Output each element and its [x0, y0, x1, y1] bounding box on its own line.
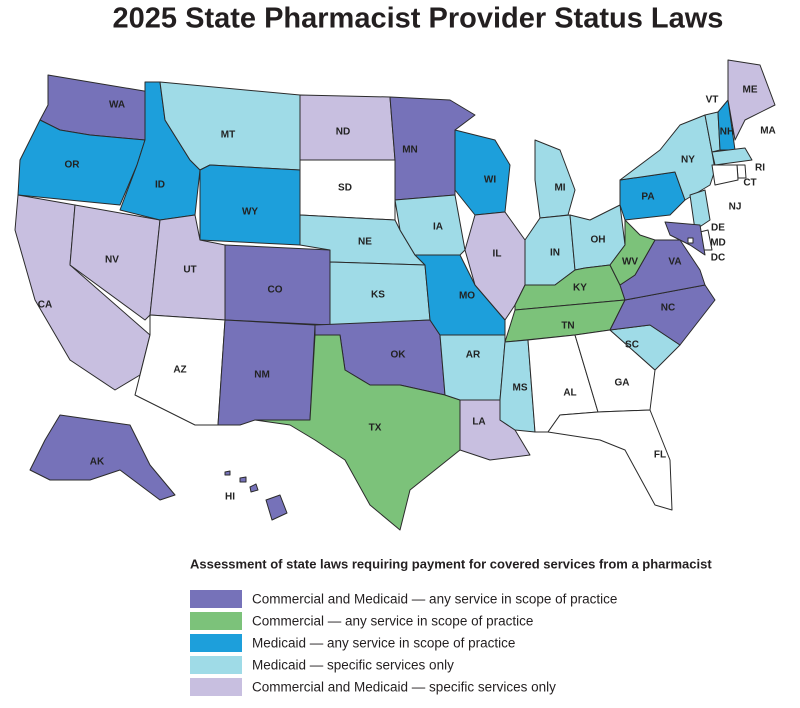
- state-label: SC: [625, 340, 639, 351]
- state-label: KY: [573, 283, 587, 294]
- state-label: ME: [743, 85, 758, 96]
- state-label: AL: [563, 388, 576, 399]
- state-label: CO: [268, 285, 283, 296]
- title: 2025 State Pharmacist Provider Status La…: [113, 3, 724, 35]
- state-label: NJ: [729, 202, 742, 213]
- state-label: LA: [472, 417, 485, 428]
- state-label: MO: [459, 291, 475, 302]
- state: [547, 409, 673, 511]
- state-label: DC: [711, 253, 725, 264]
- state-label: NV: [105, 255, 119, 266]
- state-label: WI: [484, 175, 496, 186]
- state-label: MS: [513, 383, 528, 394]
- state-label: KS: [371, 290, 385, 301]
- state: [29, 414, 176, 501]
- state-label: FL: [654, 450, 666, 461]
- state-label: AR: [466, 350, 481, 361]
- state-label: VT: [706, 95, 719, 106]
- state-label: TN: [561, 321, 574, 332]
- state: [69, 204, 161, 321]
- map: WA OR CA NV ID MT WY UT AZ CO NM ND SD NE KS OK TX MN IA MO…: [14, 59, 776, 531]
- state: [727, 59, 776, 141]
- state-label: ID: [155, 180, 165, 191]
- legend-swatch: [190, 678, 242, 696]
- state: [199, 164, 301, 246]
- state-label: AK: [90, 457, 105, 468]
- legend-swatch: [190, 612, 242, 630]
- state-label: OK: [391, 350, 407, 361]
- state-label: NH: [720, 127, 734, 138]
- state-label: WA: [109, 100, 125, 111]
- state: [736, 164, 747, 179]
- state: [454, 129, 511, 216]
- state-label: CT: [743, 178, 756, 189]
- state: [534, 139, 576, 219]
- state-label: WY: [242, 207, 258, 218]
- state-label: IA: [433, 222, 443, 233]
- state-label: IN: [550, 248, 560, 259]
- legend-label: Commercial and Medicaid — specific servi…: [252, 680, 556, 695]
- legend-swatch: [190, 656, 242, 674]
- state: [224, 470, 288, 521]
- legend-label: Commercial — any service in scope of pra…: [252, 614, 533, 629]
- state: [574, 329, 656, 413]
- state: [711, 147, 753, 166]
- state-label: NE: [358, 237, 372, 248]
- state-label: TX: [369, 423, 382, 434]
- state-label: RI: [755, 163, 765, 174]
- state-label: MN: [402, 145, 418, 156]
- legend-swatch: [190, 634, 242, 652]
- state-label: SD: [338, 183, 352, 194]
- state: [689, 189, 711, 231]
- state-label: NM: [254, 370, 270, 381]
- state: [439, 334, 506, 401]
- state: [609, 219, 656, 286]
- state-label: IL: [493, 249, 502, 260]
- state-label: WV: [622, 257, 638, 268]
- state-label: DE: [711, 223, 725, 234]
- state: [664, 221, 706, 256]
- state-label: VA: [668, 257, 681, 268]
- legend-label: Medicaid — specific services only: [252, 658, 454, 673]
- state-label: MT: [221, 130, 235, 141]
- state: [711, 164, 739, 186]
- legend: Commercial and Medicaid — any service in…: [190, 590, 617, 696]
- state-label: OR: [65, 160, 81, 171]
- state-label: MI: [554, 183, 565, 194]
- state-label: NC: [661, 303, 675, 314]
- state: [254, 334, 461, 531]
- state-label: GA: [615, 378, 630, 389]
- state-label: UT: [183, 265, 196, 276]
- state-label: CA: [38, 300, 52, 311]
- legend-swatch: [190, 590, 242, 608]
- state-label: ND: [336, 127, 350, 138]
- state-label: OH: [591, 235, 606, 246]
- state-label: AZ: [173, 365, 186, 376]
- state-label: MD: [710, 238, 726, 249]
- legend-label: Medicaid — any service in scope of pract…: [252, 636, 515, 651]
- legend-title: Assessment of state laws requiring payme…: [190, 556, 712, 571]
- state: [619, 114, 716, 201]
- state-label: MA: [760, 126, 776, 137]
- state-label: PA: [641, 192, 654, 203]
- state-label: HI: [225, 492, 235, 503]
- state-label: NY: [681, 155, 695, 166]
- state: [687, 237, 694, 244]
- legend-label: Commercial and Medicaid — any service in…: [252, 592, 617, 607]
